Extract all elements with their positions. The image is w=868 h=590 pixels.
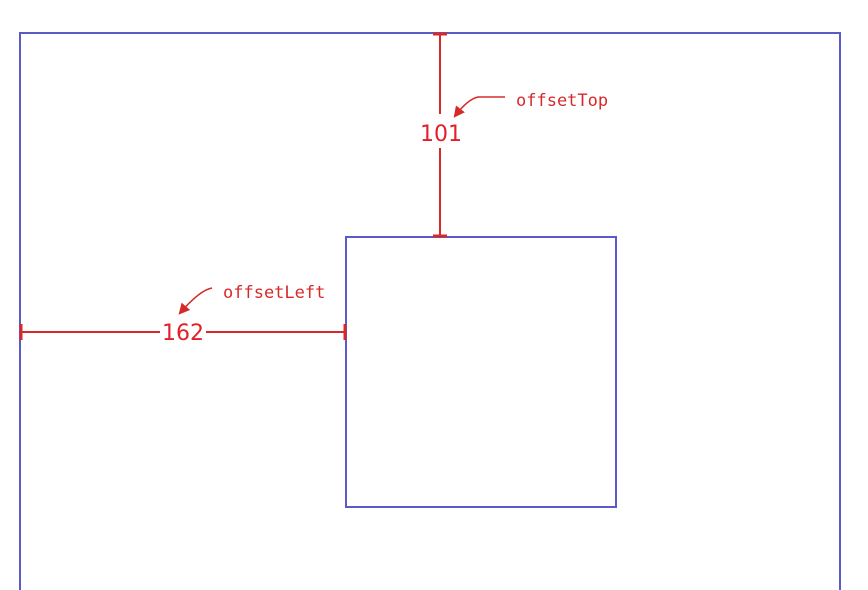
offset-top-value: 101 (420, 122, 462, 147)
offset-top-callout: offsetTop (453, 91, 608, 118)
offset-top-measure: 101 (420, 32, 462, 238)
offset-left-measure: 162 (19, 321, 347, 346)
offset-left-callout-arrow (178, 287, 213, 315)
child-box (345, 236, 617, 508)
offset-top-label: offsetTop (516, 91, 608, 111)
offset-left-label: offsetLeft (223, 283, 325, 303)
offset-left-callout: offsetLeft (178, 283, 325, 315)
offset-top-callout-arrow (453, 96, 505, 118)
parent-box (19, 32, 841, 590)
offset-left-value: 162 (162, 321, 204, 346)
